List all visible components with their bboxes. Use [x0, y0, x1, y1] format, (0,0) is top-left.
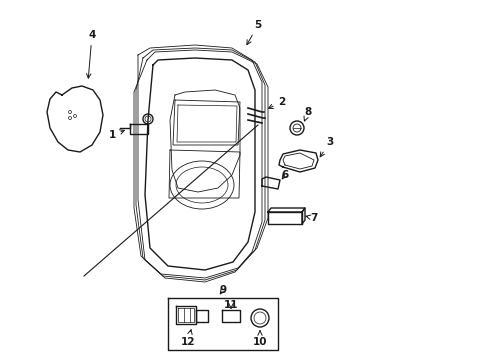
Text: 10: 10: [252, 331, 267, 347]
Text: 7: 7: [305, 213, 317, 223]
Text: 11: 11: [224, 300, 238, 310]
Text: 5: 5: [246, 20, 261, 45]
Text: 8: 8: [304, 107, 311, 121]
Text: 4: 4: [86, 30, 96, 78]
Text: 12: 12: [181, 330, 195, 347]
Text: 6: 6: [281, 170, 288, 180]
Text: 3: 3: [320, 137, 333, 157]
Text: 9: 9: [219, 285, 226, 295]
Text: 2: 2: [268, 97, 285, 108]
Text: 1: 1: [108, 130, 124, 140]
